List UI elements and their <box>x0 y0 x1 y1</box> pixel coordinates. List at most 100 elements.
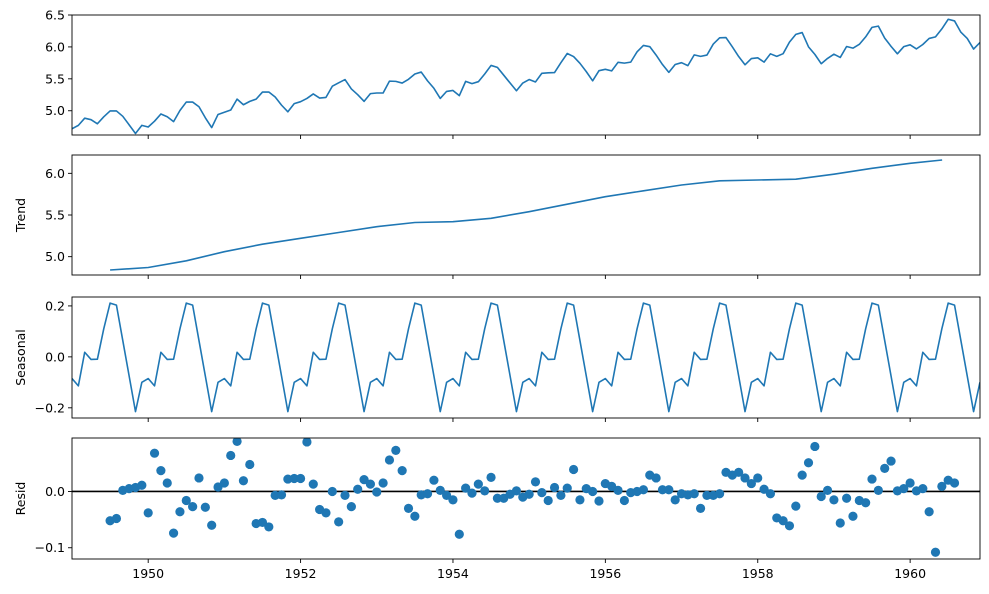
resid-point <box>334 517 344 527</box>
resid-point <box>568 464 579 475</box>
axes-frame <box>71 14 981 136</box>
resid-point <box>511 486 522 496</box>
resid-point <box>537 487 547 498</box>
resid-point <box>391 445 401 455</box>
axes-frame <box>71 437 981 560</box>
resid-point <box>949 478 960 488</box>
resid-point <box>111 513 122 524</box>
resid-point <box>422 489 433 499</box>
resid-point <box>327 486 337 497</box>
resid-point <box>162 478 172 488</box>
resid-point <box>454 529 464 539</box>
x-tick-label: 1958 <box>742 566 774 581</box>
resid-point <box>670 495 680 505</box>
resid-point <box>822 485 833 495</box>
resid-point <box>861 498 871 508</box>
resid-point <box>784 521 795 531</box>
seasonal-panel: −0.2 0.0 0.2 Seasonal <box>13 296 981 422</box>
resid-point <box>880 463 890 473</box>
series-line <box>72 302 980 413</box>
resid-point <box>429 475 439 485</box>
y-tick-label: 6.0 <box>45 166 65 181</box>
y-axis-label: Seasonal <box>13 329 28 386</box>
plot-area <box>72 18 980 135</box>
resid-point <box>734 467 744 477</box>
y-tick-label: 0.0 <box>45 484 65 499</box>
resid-point <box>219 478 229 488</box>
resid-point <box>359 475 369 485</box>
resid-point <box>613 485 623 495</box>
trend-panel: 5.0 5.5 6.0 Trend <box>13 154 981 279</box>
resid-point <box>937 481 947 491</box>
resid-point <box>492 493 502 503</box>
resid-point <box>905 478 915 488</box>
resid-point <box>486 472 496 482</box>
resid-point <box>657 485 668 495</box>
series-line <box>72 18 980 135</box>
resid-point <box>143 508 153 518</box>
resid-point <box>226 450 236 461</box>
resid-point <box>899 484 909 494</box>
resid-point <box>619 495 629 506</box>
resid-point <box>753 473 763 483</box>
resid-point <box>137 480 147 490</box>
resid-point <box>873 485 883 495</box>
resid-point <box>289 473 299 484</box>
axes-frame <box>71 296 981 419</box>
resid-point <box>715 489 725 499</box>
resid-point <box>346 502 356 512</box>
resid-point <box>651 473 661 483</box>
x-tick-label: 1954 <box>437 566 469 581</box>
plot-area <box>72 302 980 413</box>
y-tick-label: −0.1 <box>35 540 65 555</box>
resid-point <box>207 520 217 530</box>
resid-point <box>264 522 274 532</box>
resid-point <box>378 478 388 488</box>
resid-point <box>543 495 553 506</box>
resid-point <box>467 488 477 498</box>
resid-point <box>238 476 249 486</box>
resid-point <box>829 495 839 505</box>
resid-point <box>448 495 458 505</box>
plot-area <box>72 438 980 557</box>
y-tick-label: 0.0 <box>45 349 65 364</box>
y-axis-label: Resid <box>13 482 28 516</box>
resid-point <box>321 508 331 518</box>
resid-point <box>835 518 845 528</box>
resid-point <box>435 485 445 495</box>
resid-point <box>562 483 572 493</box>
resid-point <box>168 528 179 538</box>
resid-point <box>791 501 801 511</box>
resid-point <box>410 511 420 521</box>
resid-point <box>530 477 541 487</box>
resid-point <box>918 484 928 494</box>
y-tick-label: 5.0 <box>45 103 65 118</box>
resid-point <box>848 511 858 521</box>
y-tick-label: 5.5 <box>45 71 65 86</box>
plot-area <box>110 159 943 271</box>
resid-point <box>549 482 560 493</box>
resid-point <box>276 490 287 500</box>
resid-point <box>924 507 934 517</box>
resid-point <box>797 470 807 480</box>
resid-point <box>778 516 788 526</box>
resid-point <box>156 466 166 476</box>
resid-point <box>194 473 204 483</box>
resid-point <box>930 547 941 557</box>
resid-point <box>556 490 566 501</box>
resid-point <box>295 473 306 484</box>
resid-point <box>365 479 376 489</box>
observed-panel: 5.0 5.5 6.0 6.5 <box>45 8 981 139</box>
resid-panel: −0.1 0.0 1950 1952 1954 1956 1958 1960 Resid <box>13 437 981 581</box>
y-axis-label: Trend <box>13 198 28 233</box>
y-tick-label: 6.5 <box>45 8 65 23</box>
x-tick-label: 1960 <box>894 566 926 581</box>
resid-point <box>257 517 268 528</box>
resid-point <box>245 459 255 470</box>
resid-point <box>689 489 699 499</box>
resid-point <box>765 489 776 499</box>
resid-point <box>810 441 820 452</box>
resid-point <box>740 473 750 483</box>
y-tick-label: 6.0 <box>45 39 65 54</box>
y-tick-label: −0.2 <box>35 400 65 415</box>
